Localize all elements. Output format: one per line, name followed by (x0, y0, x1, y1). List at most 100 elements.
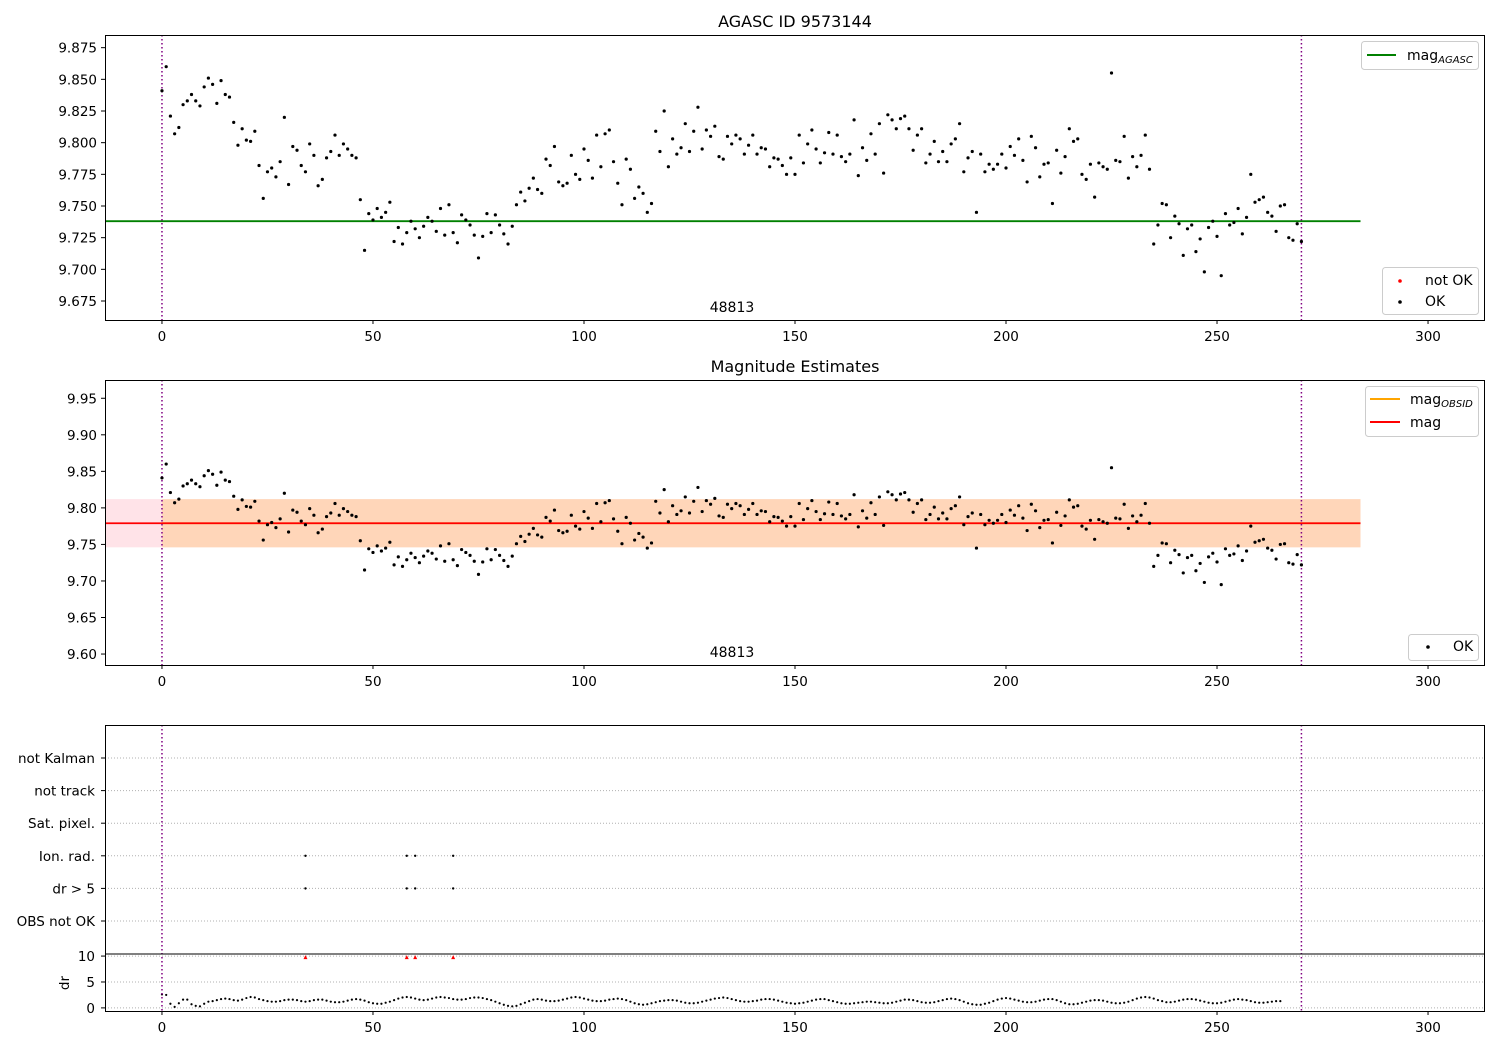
data-point (717, 155, 721, 159)
data-point (565, 529, 569, 533)
data-point (835, 501, 839, 506)
dr-point (650, 1002, 653, 1005)
dr-point (570, 996, 573, 999)
dr-point (675, 999, 678, 1002)
dr-point (992, 1000, 995, 1003)
data-point (1240, 232, 1244, 236)
dr-point (1055, 999, 1058, 1002)
data-point (240, 498, 244, 502)
data-point (658, 149, 662, 154)
dr-point (1063, 1002, 1067, 1005)
dr-point (966, 1002, 970, 1005)
data-point (1219, 583, 1223, 587)
data-point (1139, 153, 1143, 157)
data-point (1185, 555, 1190, 560)
dr-point (304, 1000, 307, 1003)
data-point (848, 512, 852, 517)
dr-point (1118, 1002, 1122, 1005)
data-point (578, 527, 582, 531)
data-point (1059, 171, 1063, 175)
y-tick-label: 9.60 (67, 647, 97, 663)
data-point (202, 85, 206, 89)
dr-point (1080, 1001, 1084, 1004)
data-point (506, 242, 510, 246)
dr-point (1051, 997, 1054, 1001)
dr-point (772, 998, 775, 1001)
data-point (523, 539, 527, 544)
data-point (160, 89, 164, 93)
dr-point (1169, 1001, 1172, 1004)
dr-point (186, 998, 189, 1001)
data-point (451, 558, 455, 562)
dr-point (405, 995, 408, 999)
data-point (1084, 177, 1088, 181)
y-tick-label: 9.700 (58, 262, 97, 278)
data-point (641, 535, 645, 539)
data-point (557, 180, 561, 184)
dr-tick-label: 10 (78, 949, 95, 965)
data-point (616, 181, 620, 185)
data-point (1257, 539, 1261, 543)
dr-point (658, 1000, 662, 1003)
dr-point (363, 999, 366, 1002)
legend-label-ok: OK (1425, 294, 1446, 310)
dr-point (1110, 1001, 1113, 1004)
data-point (1080, 172, 1084, 176)
data-point (822, 151, 827, 155)
data-point (1223, 212, 1228, 216)
data-point (586, 516, 590, 520)
data-point (974, 210, 979, 214)
dr-point (1034, 1000, 1037, 1003)
data-point (683, 122, 687, 126)
data-point (1093, 195, 1097, 199)
data-point (181, 484, 185, 488)
dr-point (511, 1005, 514, 1008)
data-point (1202, 580, 1206, 585)
data-point (531, 526, 535, 530)
dr-point (979, 1003, 982, 1006)
dr-point (1241, 998, 1244, 1001)
data-point (502, 232, 506, 236)
dr-point (781, 1000, 784, 1003)
dr-point (806, 1000, 809, 1003)
data-point (379, 215, 384, 219)
data-point (434, 557, 438, 561)
dr-point (899, 999, 902, 1002)
data-point (1270, 548, 1274, 552)
data-point (649, 201, 654, 206)
dr-point (1093, 999, 1096, 1002)
data-point (1097, 161, 1101, 165)
dr-point (802, 1001, 805, 1004)
data-point (1261, 537, 1266, 541)
dr-point (1097, 999, 1100, 1002)
dr-point (937, 1000, 940, 1003)
data-point (253, 129, 257, 133)
data-point (413, 227, 417, 231)
data-point (894, 127, 898, 131)
legend-status: OK (1408, 634, 1479, 661)
data-point (362, 248, 367, 252)
data-point (422, 224, 426, 228)
flag-point (304, 887, 307, 890)
data-point (928, 152, 932, 156)
data-point (983, 170, 987, 174)
data-point (485, 547, 489, 551)
dr-point (1042, 998, 1046, 1001)
data-point (1109, 466, 1114, 470)
dr-point (1275, 1000, 1278, 1003)
data-point (1033, 509, 1038, 513)
data-point (367, 547, 371, 551)
data-point (1278, 204, 1282, 208)
dr-point (620, 997, 624, 1001)
data-point (962, 523, 966, 527)
data-point (920, 498, 924, 502)
dr-point (1211, 1002, 1214, 1005)
data-point (633, 196, 637, 200)
data-point (1067, 127, 1071, 131)
dr-point (612, 997, 615, 1001)
legend-box (1361, 41, 1479, 70)
data-point (286, 530, 291, 534)
data-point (219, 470, 223, 474)
data-point (430, 219, 434, 223)
